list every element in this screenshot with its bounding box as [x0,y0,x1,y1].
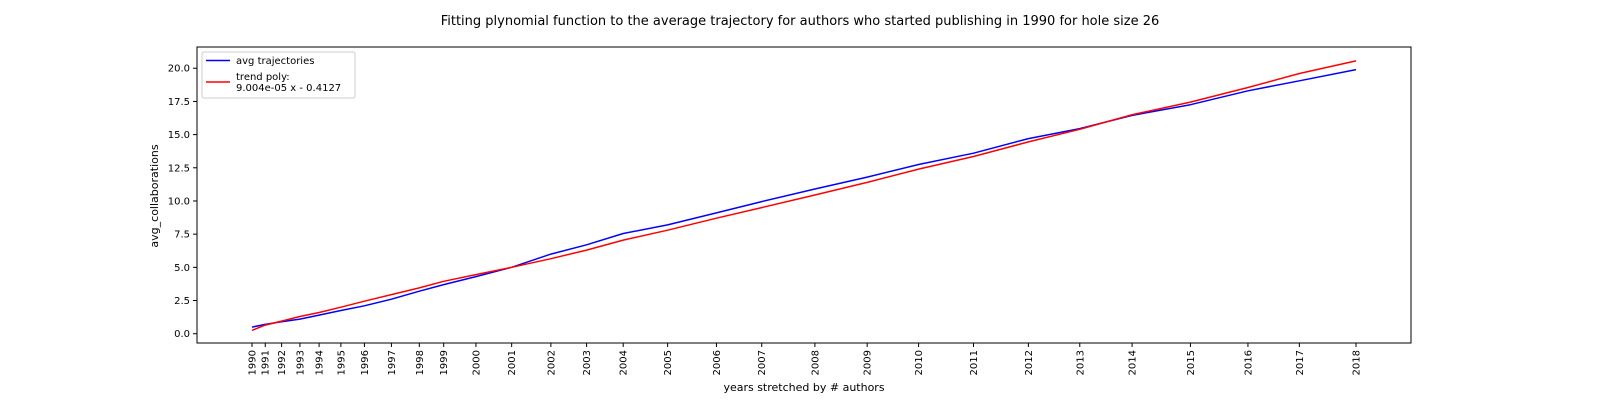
legend-label: avg trajectories [236,56,314,67]
x-tick-label: 1994 [315,350,326,375]
x-tick-label: 2013 [1075,350,1086,375]
x-tick-label: 1997 [387,350,398,375]
y-tick-label: 20.0 [168,64,190,75]
x-tick-label: 1996 [360,350,371,375]
x-tick-label: 2016 [1243,350,1254,375]
x-tick-label: 1991 [261,350,272,375]
x-tick-label: 1999 [439,350,450,375]
x-tick-label: 2001 [507,350,518,375]
x-axis: 1990 1991 1992 1993 1994 1995 1996 1997 1998 1999… [248,343,1363,375]
x-tick-label: 2017 [1295,350,1306,375]
x-tick-label: 1995 [336,350,347,375]
legend-label: 9.004e-05 x - 0.4127 [236,83,341,94]
legend-box [201,51,356,99]
legend: avg trajectories trend poly:9.004e-05 x -… [201,51,356,99]
x-tick-label: 2009 [863,350,874,375]
y-axis-label: avg_collaborations [148,144,161,247]
y-tick-label: 5.0 [174,263,190,274]
x-tick-label: 2006 [712,350,723,375]
x-tick-label: 2008 [810,350,821,375]
y-tick-label: 7.5 [174,230,190,241]
x-tick-label: 2005 [663,350,674,375]
y-tick-label: 2.5 [174,296,190,307]
x-tick-label: 2011 [969,350,980,375]
y-tick-label: 10.0 [168,196,190,207]
y-tick-label: 17.5 [168,97,190,108]
x-tick-label: 2018 [1352,350,1363,375]
x-tick-label: 1992 [277,350,288,375]
y-tick-label: 15.0 [168,130,190,141]
x-tick-label: 2015 [1186,350,1197,375]
y-tick-label: 12.5 [168,163,190,174]
x-tick-label: 2002 [546,350,557,375]
y-tick-label: 0.0 [174,329,190,340]
x-tick-label: 2003 [582,350,593,375]
x-tick-label: 1998 [415,350,426,375]
x-tick-label: 2000 [471,350,482,375]
chart-title: Fitting plynomial function to the averag… [441,14,1160,29]
x-axis-label: years stretched by # authors [723,381,884,394]
x-tick-label: 2014 [1128,350,1139,375]
x-tick-label: 1993 [295,350,306,375]
x-tick-label: 2010 [914,350,925,375]
x-tick-label: 1990 [248,350,259,375]
x-tick-label: 2004 [619,350,630,375]
series-layer [251,60,1357,332]
trend-poly-line [251,60,1357,332]
y-axis: 0.0 2.5 5.0 7.5 10.0 12.5 15.0 17.5 20.0 [168,64,197,340]
x-tick-label: 2007 [757,350,768,375]
legend-label: trend poly: [236,72,290,83]
x-tick-label: 2012 [1024,350,1035,375]
plot-frame [196,46,1412,344]
